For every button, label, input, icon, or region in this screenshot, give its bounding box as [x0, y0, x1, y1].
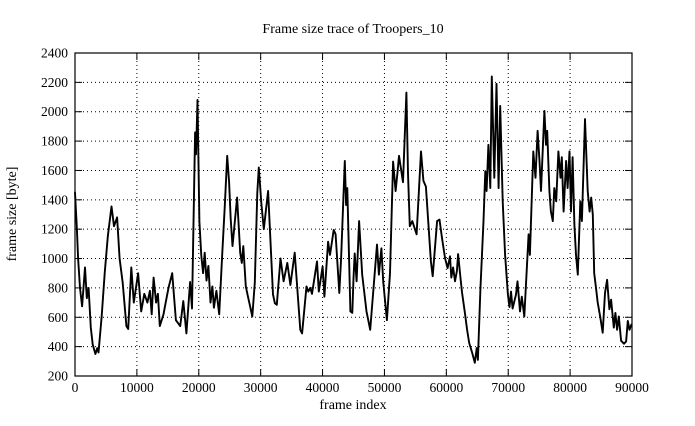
x-axis-label: frame index — [319, 398, 386, 413]
y-tick-label: 2400 — [41, 46, 68, 61]
y-tick-label: 200 — [48, 369, 69, 384]
y-tick-label: 1400 — [41, 192, 68, 207]
y-tick-label: 600 — [48, 310, 69, 325]
chart-title: Frame size trace of Troopers_10 — [262, 22, 443, 37]
y-tick-label: 1200 — [41, 222, 68, 237]
axis-ticks — [74, 52, 633, 377]
x-tick-labels: 0 10000 20000 30000 40000 50000 60000 70000 8000… — [72, 380, 650, 395]
grid-lines — [75, 53, 632, 376]
x-tick-label: 50000 — [368, 380, 402, 395]
y-tick-label: 2000 — [41, 104, 68, 119]
y-tick-label: 2200 — [41, 75, 68, 90]
y-tick-label: 1600 — [41, 163, 68, 178]
x-tick-label: 90000 — [615, 380, 649, 395]
y-tick-label: 1800 — [41, 134, 68, 149]
x-tick-label: 40000 — [306, 380, 340, 395]
x-tick-label: 20000 — [182, 380, 216, 395]
y-tick-label: 1000 — [41, 251, 68, 266]
data-line — [74, 75, 633, 364]
x-tick-label: 10000 — [120, 380, 154, 395]
x-tick-label: 60000 — [429, 380, 463, 395]
y-tick-labels: 200 400 600 800 1000 1200 1400 1600 1800 2000 2200… — [41, 46, 68, 384]
y-tick-label: 800 — [48, 280, 69, 295]
x-tick-label: 80000 — [553, 380, 587, 395]
y-tick-label: 400 — [48, 339, 69, 354]
x-tick-label: 70000 — [491, 380, 525, 395]
plot-border — [74, 52, 633, 377]
x-tick-label: 0 — [72, 380, 79, 395]
y-axis-label: frame size [byte] — [5, 167, 20, 262]
x-tick-label: 30000 — [244, 380, 278, 395]
